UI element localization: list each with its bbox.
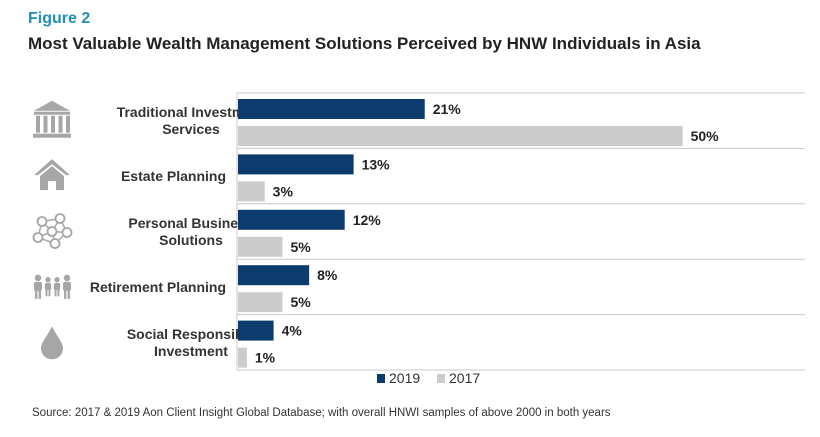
legend-swatch-2017	[437, 374, 445, 383]
source-note: Source: 2017 & 2019 Aon Client Insight G…	[32, 407, 611, 419]
category-label: Estate Planning	[121, 168, 226, 184]
category-label: Personal Business	[128, 215, 253, 231]
bar-2019	[238, 99, 425, 119]
data-label: 21%	[433, 101, 462, 117]
bar-2017	[238, 126, 683, 146]
data-label: 4%	[282, 323, 303, 339]
family-icon	[34, 274, 71, 299]
data-label: 1%	[255, 350, 276, 366]
bank-icon	[33, 100, 71, 138]
legend-label: 2017	[449, 370, 480, 386]
legend-swatch-2019	[377, 374, 385, 383]
bar-2019	[238, 209, 345, 230]
data-label: 3%	[273, 183, 294, 199]
legend-label: 2019	[389, 370, 420, 386]
category-label: Retirement Planning	[90, 279, 226, 295]
house-icon	[34, 159, 70, 191]
data-label: 8%	[317, 267, 338, 283]
data-label: 13%	[362, 156, 391, 172]
figure-label: Figure 2	[28, 10, 91, 27]
network-icon	[32, 213, 73, 249]
bar-2019	[238, 320, 274, 341]
bar-2017	[238, 236, 283, 257]
chart-title: Most Valuable Wealth Management Solution…	[28, 34, 701, 53]
bar-2019	[238, 154, 354, 175]
data-label: 50%	[691, 128, 720, 144]
bar-2019	[238, 265, 310, 286]
category-label: Traditional Investment	[117, 104, 266, 120]
category-label: Services	[162, 121, 220, 137]
data-label: 5%	[290, 294, 311, 310]
data-label: 5%	[290, 239, 311, 255]
category-label: Solutions	[159, 232, 223, 248]
data-label: 12%	[353, 212, 382, 228]
water-drop-icon	[41, 326, 63, 360]
bar-2017	[238, 292, 283, 313]
category-label: Social Responsible	[127, 326, 256, 342]
category-label: Investment	[154, 343, 228, 359]
bar-2017	[238, 181, 265, 202]
bar-2017	[238, 347, 247, 368]
